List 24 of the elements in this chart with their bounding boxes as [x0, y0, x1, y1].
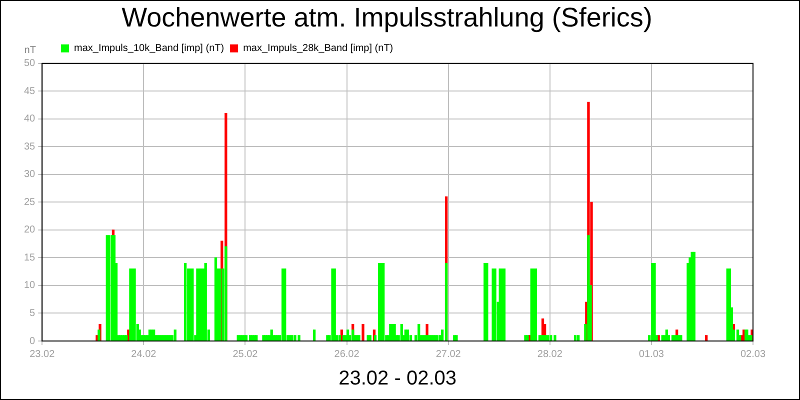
- x-tick-label: 25.02: [232, 348, 258, 360]
- y-tick-label: 50: [24, 58, 36, 70]
- x-tick-label: 27.02: [436, 348, 462, 360]
- x-tick-label: 26.02: [334, 348, 360, 360]
- y-tick-label: 30: [24, 169, 36, 180]
- x-axis-title: 23.02 - 02.03: [338, 368, 456, 390]
- legend-label: max_Impuls_28k_Band [imp] (nT): [243, 43, 394, 54]
- x-tick-label: 28.02: [537, 348, 563, 360]
- y-tick-label: 20: [24, 224, 36, 236]
- y-axis-title: nT: [24, 45, 36, 56]
- chart-title: Wochenwerte atm. Impulsstrahlung (Sferics): [122, 2, 652, 33]
- y-tick-label: 40: [24, 114, 36, 125]
- y-tick-label: 10: [24, 280, 36, 292]
- y-tick-label: 25: [24, 196, 36, 208]
- x-tick-label: 23.02: [30, 348, 56, 360]
- y-tick-label: 35: [24, 141, 36, 152]
- y-tick-label: 0: [30, 336, 36, 347]
- x-tick-label: 02.03: [740, 348, 766, 360]
- y-tick-label: 15: [24, 252, 36, 264]
- y-tick-label: 45: [24, 86, 36, 97]
- legend-label: max_Impuls_10k_Band [imp] (nT): [74, 43, 224, 54]
- x-tick-label: 24.02: [131, 348, 157, 360]
- x-tick-label: 01.03: [638, 348, 664, 360]
- y-tick-label: 5: [30, 308, 36, 319]
